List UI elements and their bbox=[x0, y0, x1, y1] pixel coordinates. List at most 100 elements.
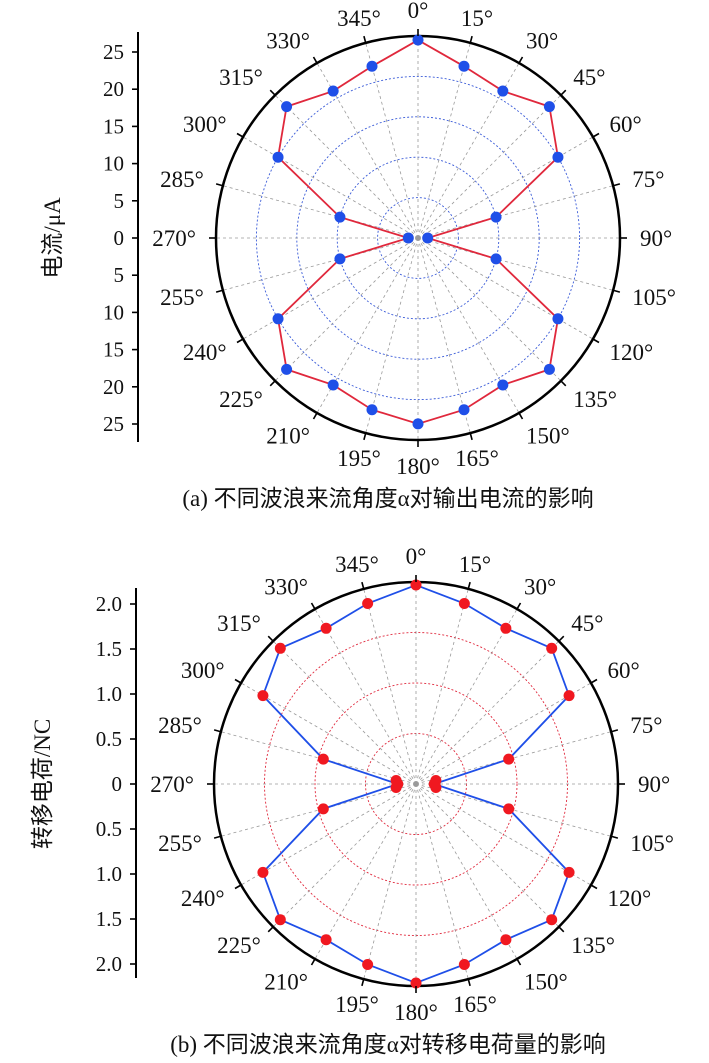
data-point bbox=[546, 642, 558, 654]
angle-tick bbox=[310, 602, 316, 610]
panel-a-caption: (a) 不同波浪来流角度α对输出电流的影响 bbox=[182, 486, 593, 511]
grid-spoke bbox=[415, 731, 612, 785]
data-point bbox=[366, 404, 378, 416]
angle-label: 15° bbox=[459, 552, 491, 577]
radial-tick-label: 1.5 bbox=[96, 907, 122, 931]
angle-label: 135° bbox=[573, 387, 617, 412]
grid-spoke bbox=[240, 682, 417, 785]
grid-spoke bbox=[417, 237, 471, 434]
data-point bbox=[552, 313, 564, 325]
data-point bbox=[412, 418, 424, 430]
grid-spoke bbox=[415, 783, 518, 960]
radial-tick-label: 20 bbox=[103, 77, 124, 101]
data-point bbox=[402, 232, 414, 244]
radial-tick-label: 5 bbox=[114, 189, 125, 213]
data-point bbox=[552, 151, 564, 163]
grid-spoke bbox=[417, 42, 471, 239]
angle-label: 270° bbox=[152, 226, 196, 251]
angle-label: 15° bbox=[461, 6, 493, 31]
data-point bbox=[458, 404, 470, 416]
data-point bbox=[410, 579, 422, 591]
data-point bbox=[458, 598, 470, 610]
data-point bbox=[317, 753, 329, 765]
angle-label: 345° bbox=[335, 552, 379, 577]
angle-tick bbox=[310, 958, 316, 966]
data-point bbox=[281, 101, 293, 113]
radial-tick-label: 2.0 bbox=[96, 952, 122, 976]
grid-spoke bbox=[365, 42, 419, 239]
data-point bbox=[327, 379, 339, 391]
angle-tick bbox=[312, 56, 318, 64]
data-point bbox=[458, 60, 470, 72]
data-point bbox=[430, 782, 442, 794]
angle-tick bbox=[312, 412, 318, 420]
angle-tick bbox=[610, 729, 619, 733]
angle-label: 135° bbox=[571, 933, 615, 958]
data-point bbox=[317, 803, 329, 815]
grid-spoke bbox=[274, 94, 419, 239]
radial-tick-label: 0 bbox=[112, 772, 123, 796]
grid-spoke bbox=[415, 783, 560, 928]
data-point bbox=[412, 34, 424, 46]
angle-tick bbox=[590, 678, 598, 684]
angle-label: 75° bbox=[632, 167, 664, 192]
angle-tick bbox=[516, 958, 522, 966]
radial-tick-label: 25 bbox=[103, 412, 124, 436]
angle-label: 30° bbox=[526, 29, 558, 54]
angle-tick bbox=[363, 432, 367, 441]
angle-tick bbox=[612, 183, 621, 187]
radial-tick-label: 0.5 bbox=[96, 727, 122, 751]
data-point bbox=[410, 977, 422, 989]
angle-label: 90° bbox=[640, 226, 672, 251]
radial-tick-label: 10 bbox=[103, 152, 124, 176]
panel-a-angle-labels: 0° 15° 30° 45°60° 75° 90° 105° 120° 135°150° 165°… bbox=[152, 0, 676, 479]
data-point bbox=[490, 211, 502, 223]
angle-label: 285° bbox=[160, 167, 204, 192]
panel-b-grid bbox=[214, 582, 618, 986]
angle-label: 330° bbox=[266, 29, 310, 54]
angle-tick bbox=[516, 602, 522, 610]
panel-b-angle-labels: 0° 15° 30° 45°60° 75° 90° 105° 120° 135°150° 165°… bbox=[150, 544, 674, 1025]
angle-label: 345° bbox=[337, 6, 381, 31]
angle-label: 75° bbox=[630, 713, 662, 738]
angle-tick bbox=[560, 380, 567, 387]
data-point bbox=[543, 363, 555, 375]
angle-label: 300° bbox=[181, 658, 225, 683]
angle-tick bbox=[269, 380, 276, 387]
panel-a-current: 0° 15° 30° 45°60° 75° 90° 105° 120° 135°150° 165°… bbox=[40, 0, 676, 511]
data-point bbox=[272, 151, 284, 163]
angle-tick bbox=[236, 132, 244, 138]
radial-tick-label: 1.0 bbox=[96, 862, 122, 886]
grid-spoke bbox=[242, 136, 419, 239]
data-point bbox=[458, 958, 470, 970]
angle-label: 150° bbox=[526, 423, 570, 448]
grid-spoke bbox=[415, 640, 560, 785]
angle-label: 0° bbox=[406, 544, 427, 569]
radial-tick-label: 0 bbox=[114, 226, 125, 250]
data-point bbox=[274, 642, 286, 654]
grid-spoke bbox=[222, 237, 419, 291]
grid-spoke bbox=[272, 640, 417, 785]
angle-tick bbox=[469, 35, 473, 44]
data-point bbox=[490, 253, 502, 265]
angle-tick bbox=[213, 729, 222, 733]
grid-spoke bbox=[314, 783, 417, 960]
grid-spoke bbox=[274, 237, 419, 382]
angle-tick bbox=[215, 289, 224, 293]
data-point bbox=[422, 232, 434, 244]
grid-spoke bbox=[415, 783, 612, 837]
angle-label: 270° bbox=[150, 772, 194, 797]
angle-label: 90° bbox=[638, 772, 670, 797]
grid-ring bbox=[314, 682, 518, 886]
angle-tick bbox=[213, 835, 222, 839]
grid-spoke bbox=[415, 682, 592, 785]
data-point bbox=[563, 866, 575, 878]
panel-a-ylabel: 电流/μA bbox=[40, 197, 65, 279]
angle-label: 60° bbox=[609, 112, 641, 137]
grid-ring bbox=[377, 197, 459, 279]
angle-tick bbox=[518, 56, 524, 64]
grid-spoke bbox=[417, 136, 594, 239]
radial-tick-label: 20 bbox=[103, 375, 124, 399]
panel-b-series bbox=[257, 579, 575, 989]
